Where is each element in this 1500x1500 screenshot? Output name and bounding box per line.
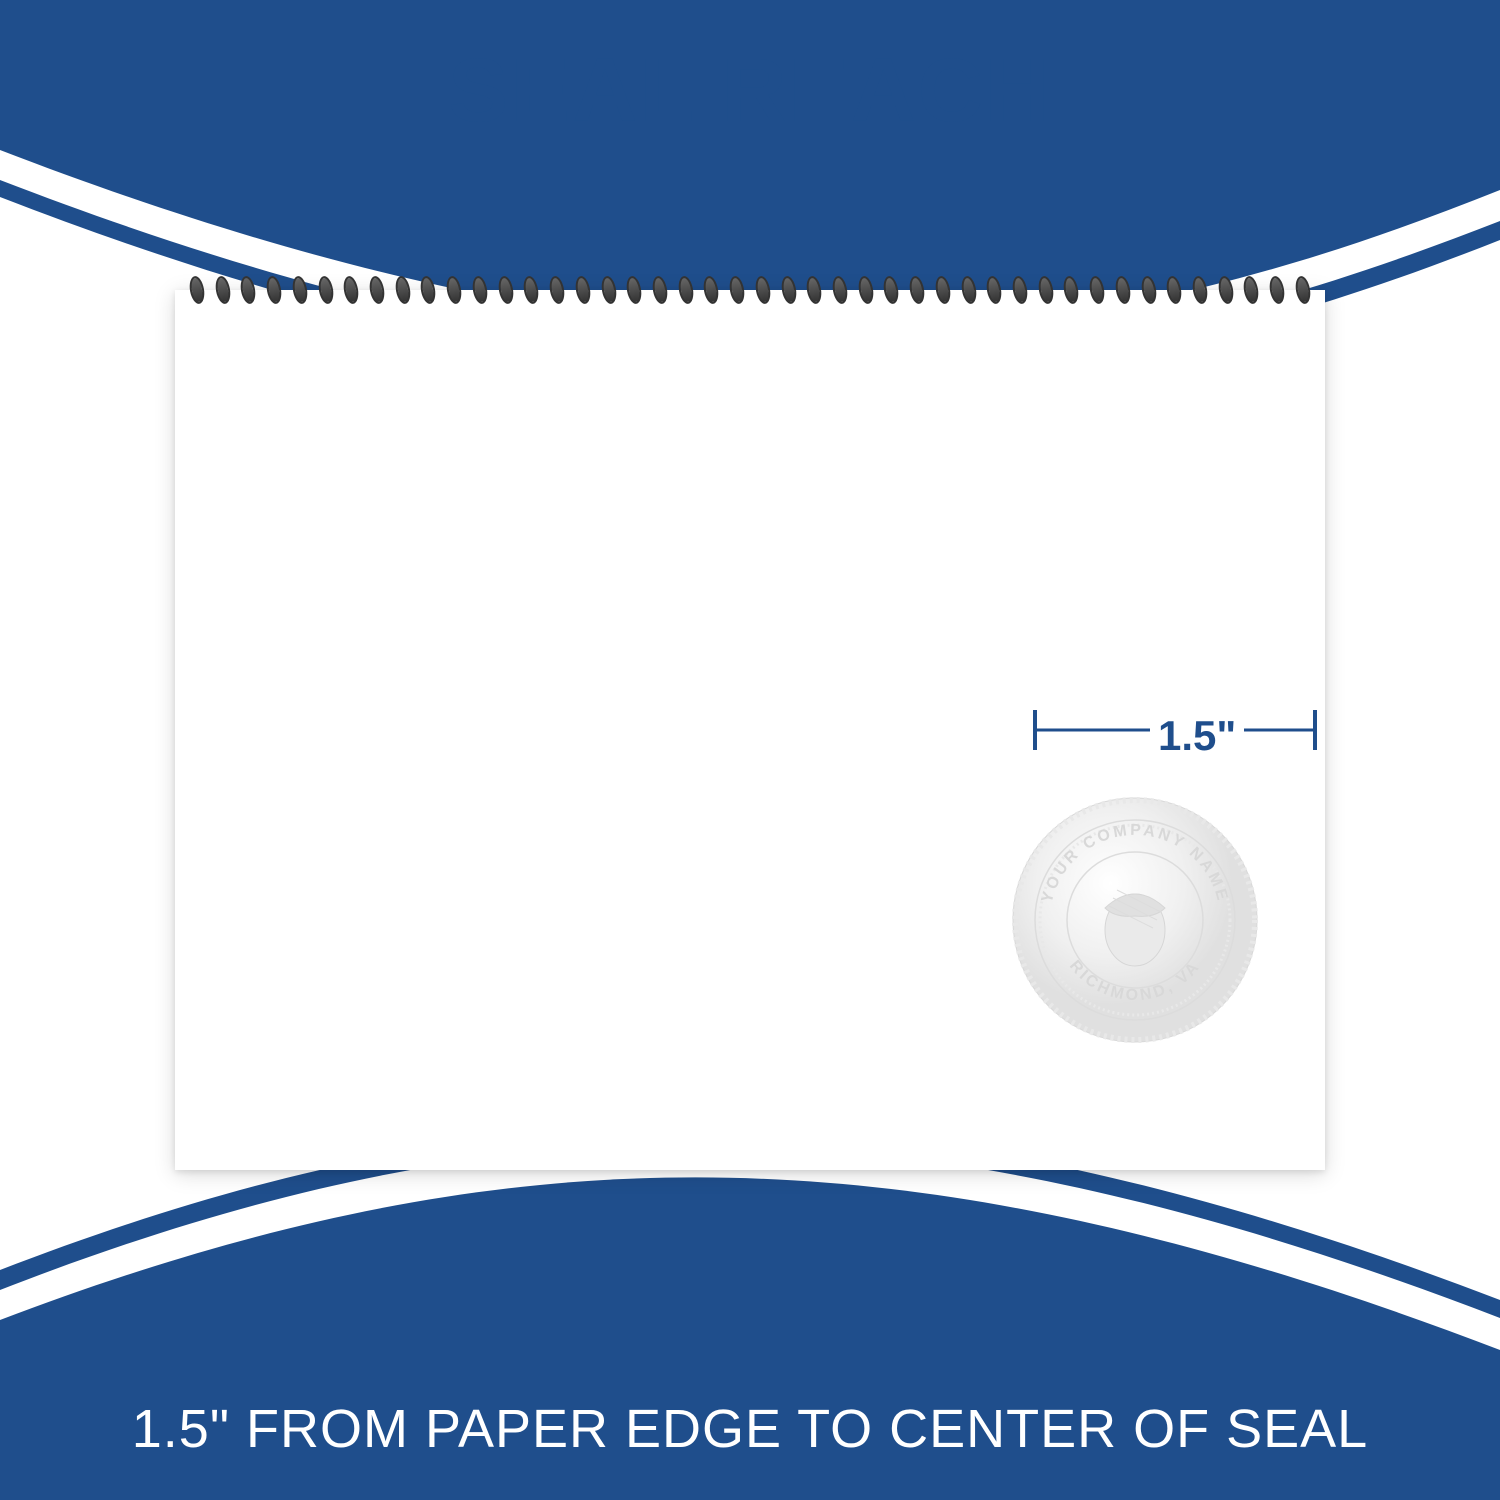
spiral-ring [316, 275, 335, 305]
spiral-ring [728, 275, 747, 305]
spiral-ring [419, 275, 438, 305]
spiral-ring [188, 275, 207, 305]
spiral-ring [779, 275, 798, 305]
spiral-ring [1036, 275, 1055, 305]
spiral-ring [1268, 275, 1287, 305]
spiral-ring [702, 275, 721, 305]
spiral-ring [1114, 275, 1133, 305]
spiral-ring [805, 275, 824, 305]
spiral-ring [213, 275, 232, 305]
measurement-value: 1.5" [1150, 712, 1244, 760]
spiral-ring [625, 275, 644, 305]
page-title: SEAL REACH [0, 0, 1500, 143]
spiral-ring [573, 275, 592, 305]
spiral-ring [265, 275, 284, 305]
spiral-ring [1062, 275, 1081, 305]
spiral-ring [496, 275, 515, 305]
spiral-ring [1191, 275, 1210, 305]
embossed-seal: YOUR COMPANY NAME RICHMOND, VA [1005, 790, 1265, 1050]
spiral-ring [548, 275, 567, 305]
spiral-ring [985, 275, 1004, 305]
spiral-ring [522, 275, 541, 305]
spiral-ring [1216, 275, 1235, 305]
spiral-ring [471, 275, 490, 305]
spiral-ring [882, 275, 901, 305]
spiral-ring [676, 275, 695, 305]
spiral-ring [934, 275, 953, 305]
spiral-ring [1294, 275, 1313, 305]
spiral-ring [445, 275, 464, 305]
spiral-ring [651, 275, 670, 305]
footer-caption: 1.5" FROM PAPER EDGE TO CENTER OF SEAL [0, 1398, 1500, 1460]
spiral-ring [753, 275, 772, 305]
spiral-ring [342, 275, 361, 305]
spiral-ring [1165, 275, 1184, 305]
spiral-ring [856, 275, 875, 305]
spiral-ring [1088, 275, 1107, 305]
spiral-ring [1242, 275, 1261, 305]
spiral-ring [831, 275, 850, 305]
spiral-ring [1139, 275, 1158, 305]
spiral-ring [291, 275, 310, 305]
spiral-ring [599, 275, 618, 305]
spiral-ring [393, 275, 412, 305]
spiral-ring [368, 275, 387, 305]
spiral-binding [190, 276, 1310, 306]
spiral-ring [1011, 275, 1030, 305]
measurement-indicator: 1.5" [1025, 700, 1325, 760]
notepad-paper: 1.5" [175, 290, 1325, 1170]
spiral-ring [239, 275, 258, 305]
spiral-ring [908, 275, 927, 305]
spiral-ring [959, 275, 978, 305]
